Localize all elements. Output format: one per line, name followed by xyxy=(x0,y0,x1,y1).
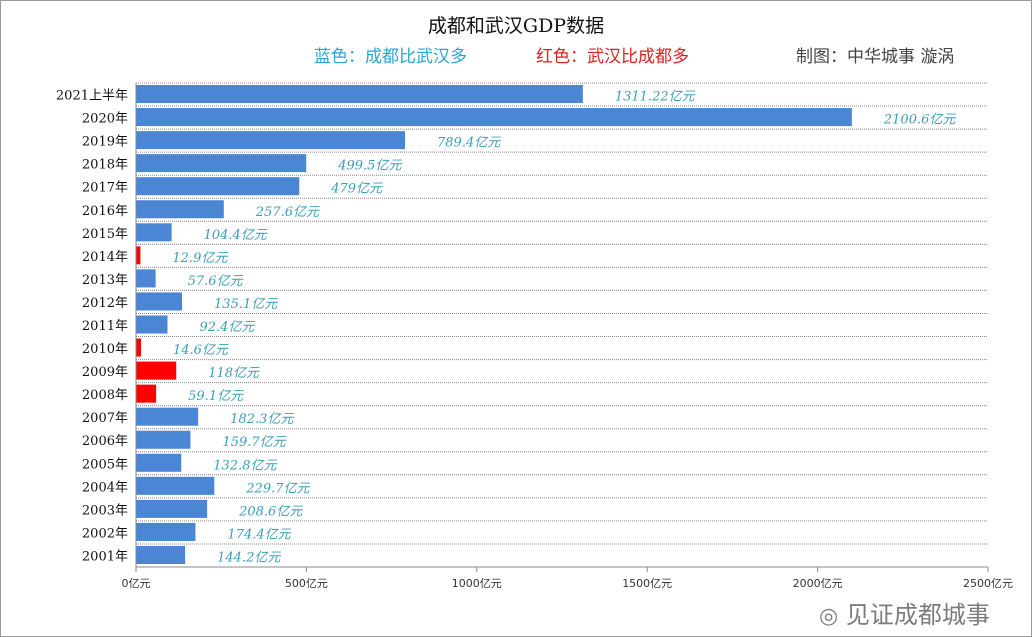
category-label: 2009年 xyxy=(82,365,128,380)
data-label: 1311.22亿元 xyxy=(615,90,696,105)
bar xyxy=(136,292,183,311)
legend-note-blue: 蓝色：成都比武汉多 xyxy=(314,47,467,67)
bar xyxy=(136,361,177,380)
wechat-icon: ◎ xyxy=(819,604,839,629)
data-label: 159.7亿元 xyxy=(222,435,286,450)
data-label: 135.1亿元 xyxy=(214,297,278,312)
bar xyxy=(136,177,300,196)
bar xyxy=(136,407,199,426)
bar xyxy=(136,108,852,127)
category-label: 2014年 xyxy=(82,250,128,265)
category-label: 2013年 xyxy=(82,273,128,288)
category-label: 2019年 xyxy=(82,135,128,150)
x-tick-label: 2500亿元 xyxy=(963,577,1013,590)
bar xyxy=(136,85,583,104)
bar xyxy=(136,453,182,472)
x-tick-label: 1500亿元 xyxy=(622,577,672,590)
category-label: 2006年 xyxy=(82,434,128,449)
bar xyxy=(136,200,224,219)
data-label: 132.8亿元 xyxy=(213,458,277,473)
category-label: 2011年 xyxy=(82,319,128,334)
bar xyxy=(136,499,208,518)
category-label: 2003年 xyxy=(82,503,128,518)
bar xyxy=(136,522,196,541)
bar xyxy=(136,545,186,564)
data-label: 182.3亿元 xyxy=(230,412,294,427)
data-label: 57.6亿元 xyxy=(188,274,244,289)
category-label: 2004年 xyxy=(82,480,128,495)
category-label: 2016年 xyxy=(82,204,128,219)
data-label: 789.4亿元 xyxy=(437,136,501,151)
bar xyxy=(136,476,215,495)
data-label: 144.2亿元 xyxy=(217,550,281,565)
category-label: 2010年 xyxy=(82,342,128,357)
x-tick-label: 500亿元 xyxy=(285,577,328,590)
data-label: 229.7亿元 xyxy=(245,481,310,496)
data-label: 2100.6亿元 xyxy=(883,113,956,128)
watermark: ◎ 见证成都城事 xyxy=(819,601,990,631)
bar xyxy=(136,430,191,449)
data-label: 14.6亿元 xyxy=(173,343,229,358)
x-tick-label: 1000亿元 xyxy=(452,577,502,590)
category-label: 2012年 xyxy=(82,296,128,311)
category-label: 2001年 xyxy=(82,549,128,564)
category-label: 2021上半年 xyxy=(56,89,128,104)
bar xyxy=(136,246,141,265)
category-label: 2020年 xyxy=(82,112,128,127)
bar xyxy=(136,338,141,357)
data-label: 208.6亿元 xyxy=(238,504,303,519)
data-label: 174.4亿元 xyxy=(227,527,291,542)
bar xyxy=(136,154,307,173)
bar xyxy=(136,384,157,403)
chart-credit: 制图：中华城事 漩涡 xyxy=(796,47,955,67)
data-label: 257.6亿元 xyxy=(255,205,320,220)
bar xyxy=(136,315,168,334)
data-label: 59.1亿元 xyxy=(188,389,244,404)
bar xyxy=(136,223,172,242)
x-tick-label: 2000亿元 xyxy=(793,577,843,590)
category-label: 2017年 xyxy=(82,181,128,196)
data-label: 118亿元 xyxy=(208,366,260,381)
data-label: 12.9亿元 xyxy=(172,251,228,266)
data-label: 499.5亿元 xyxy=(337,159,402,174)
data-label: 479亿元 xyxy=(330,182,383,197)
x-tick-label: 0亿元 xyxy=(122,577,151,590)
category-label: 2007年 xyxy=(82,411,128,426)
legend-note-red: 红色：武汉比成都多 xyxy=(536,47,689,67)
category-label: 2008年 xyxy=(82,388,128,403)
category-label: 2018年 xyxy=(82,158,128,173)
bar xyxy=(136,131,406,150)
category-label: 2005年 xyxy=(82,457,128,472)
data-label: 92.4亿元 xyxy=(199,320,255,335)
category-label: 2015年 xyxy=(82,227,128,242)
category-label: 2002年 xyxy=(82,526,128,541)
chart-title: 成都和武汉GDP数据 xyxy=(427,15,605,37)
watermark-text: 见证成都城事 xyxy=(845,601,990,629)
data-label: 104.4亿元 xyxy=(204,228,268,243)
bar xyxy=(136,269,156,288)
